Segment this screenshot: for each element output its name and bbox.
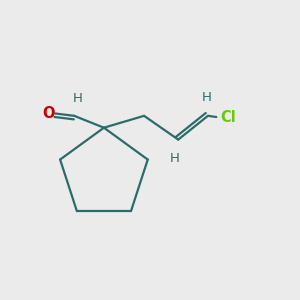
Text: H: H — [169, 152, 179, 165]
Text: O: O — [42, 106, 55, 121]
Text: Cl: Cl — [221, 110, 236, 125]
Text: H: H — [73, 92, 83, 105]
Text: H: H — [202, 91, 212, 104]
